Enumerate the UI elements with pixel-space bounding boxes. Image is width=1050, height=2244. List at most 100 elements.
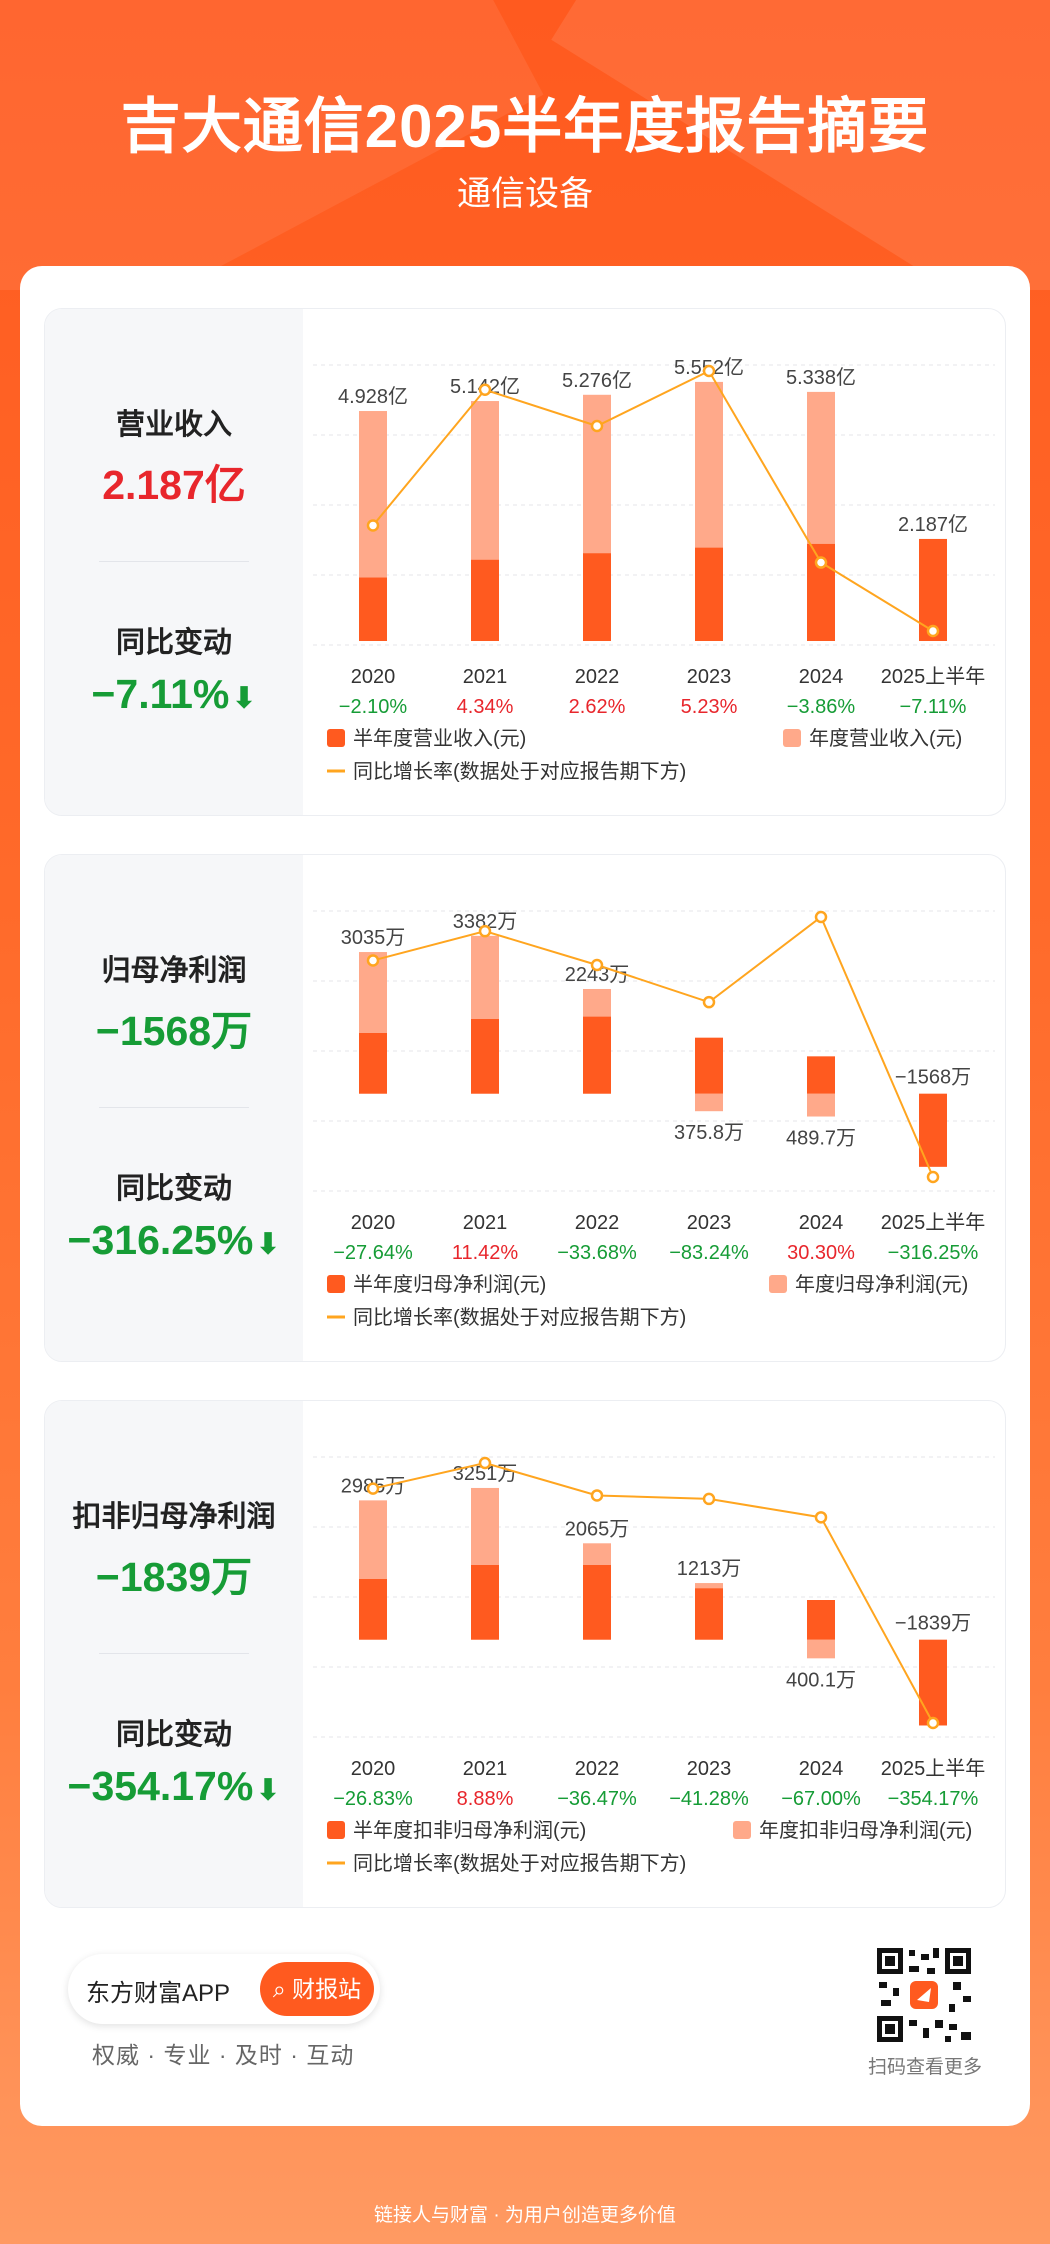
legend-line-label: 同比增长率(数据处于对应报告期下方)	[353, 760, 686, 783]
growth-point	[702, 1492, 716, 1506]
growth-label: −83.24%	[669, 1242, 749, 1264]
half-year-bar	[359, 577, 387, 641]
growth-point	[814, 910, 828, 924]
legend-annual-label: 年度归母净利润(元)	[795, 1273, 968, 1296]
report-station-label: 财报站	[292, 1976, 362, 2002]
growth-label: −36.47%	[557, 1788, 637, 1810]
chart-svg: 2985万3251万2065万1213万400.1万−1839万20202021…	[313, 1456, 995, 1875]
change-value: −7.11%	[91, 671, 230, 717]
data-label: 4.928亿	[338, 385, 408, 408]
x-tick-label: 2020	[351, 666, 396, 688]
change-label: 同比变动	[115, 627, 232, 659]
x-tick-label: 2025上半年	[881, 1211, 986, 1234]
half-year-bar	[807, 1056, 835, 1094]
half-year-bar	[583, 553, 611, 641]
growth-point	[366, 954, 380, 967]
data-label: −1839万	[895, 1613, 971, 1635]
revenue-chart: 4.928亿5.142亿5.276亿5.552亿5.338亿2.187亿2020…	[303, 309, 1005, 815]
growth-label: 8.88%	[457, 1788, 514, 1810]
x-tick-label: 2021	[463, 1212, 508, 1234]
data-label: 489.7万	[786, 1128, 856, 1150]
report-card: 营业收入 2.187亿 同比变动 −7.11%⬇ 4.928亿5.142亿5.2…	[20, 266, 1030, 2126]
annual-bar	[807, 1093, 835, 1117]
growth-point	[702, 995, 716, 1009]
net-profit-chart: 3035万 3382万 2243万 375.8万 489.7万 −1568万 2020 202…	[303, 855, 1005, 1361]
legend-half-label: 半年度扣非归母净利润(元)	[353, 1819, 586, 1842]
x-tick-label: 2025上半年	[881, 665, 986, 688]
half-year-bar	[695, 1037, 723, 1094]
divider	[99, 1653, 249, 1654]
legend-line-label: 同比增长率(数据处于对应报告期下方)	[353, 1852, 686, 1875]
legend-swatch-annual	[733, 1821, 751, 1839]
growth-point	[590, 419, 604, 433]
growth-point	[926, 1716, 940, 1730]
growth-line	[372, 369, 934, 632]
metric-panel: 扣非归母净利润 −1839万 同比变动 −354.17%⬇	[45, 1401, 303, 1907]
legend-swatch-annual	[769, 1275, 787, 1293]
x-tick-label: 2022	[575, 1212, 620, 1234]
growth-label: 4.34%	[457, 696, 514, 718]
deducted-net-profit-section: 扣非归母净利润 −1839万 同比变动 −354.17%⬇ 2985万3251万…	[44, 1400, 1006, 1908]
growth-label: −41.28%	[669, 1788, 749, 1810]
legend-swatch-half	[327, 1275, 345, 1293]
revenue-section: 营业收入 2.187亿 同比变动 −7.11%⬇ 4.928亿5.142亿5.2…	[44, 308, 1006, 816]
x-tick-label: 2020	[351, 1758, 396, 1780]
change-value-row: −316.25%⬇	[45, 1217, 303, 1264]
arrow-down-icon: ⬇	[231, 682, 257, 715]
half-year-bar	[471, 1565, 499, 1640]
data-label: 3382万	[453, 911, 518, 933]
slogan: 权威 · 专业 · 及时 · 互动	[92, 2042, 355, 2068]
change-value-row: −354.17%⬇	[45, 1763, 303, 1810]
metric-label: 扣非归母净利润	[72, 1501, 276, 1533]
growth-point	[478, 924, 492, 938]
search-icon: ⌕	[272, 1976, 286, 2002]
annual-bar	[807, 1639, 835, 1659]
growth-label: −3.86%	[787, 696, 856, 718]
growth-point	[590, 958, 604, 972]
growth-point	[590, 1489, 604, 1502]
growth-line	[372, 1461, 934, 1724]
x-tick-label: 2023	[687, 666, 732, 688]
data-label: 3035万	[341, 927, 406, 949]
growth-point	[478, 383, 492, 397]
x-tick-label: 2023	[687, 1758, 732, 1780]
growth-point	[702, 364, 716, 378]
data-label: 5.276亿	[562, 369, 632, 392]
growth-point	[926, 624, 940, 638]
growth-label: −7.11%	[900, 696, 967, 718]
report-station-button[interactable]: ⌕ 财报站	[260, 1962, 374, 2016]
growth-label: 5.23%	[681, 696, 738, 718]
annual-bar	[695, 1093, 723, 1112]
bottom-tagline: 链接人与财富 · 为用户创造更多价值	[374, 2205, 676, 2226]
growth-label: 11.42%	[452, 1242, 519, 1264]
growth-line	[372, 915, 934, 1178]
half-year-bar	[359, 1033, 387, 1094]
legend-line-label: 同比增长率(数据处于对应报告期下方)	[353, 1306, 686, 1329]
qr-caption: 扫码查看更多	[867, 2057, 982, 2078]
growth-label: −354.17%	[888, 1788, 979, 1810]
data-label: 2.187亿	[898, 513, 968, 536]
metric-panel: 营业收入 2.187亿 同比变动 −7.11%⬇	[45, 309, 303, 815]
legend-half-label: 半年度归母净利润(元)	[353, 1273, 546, 1296]
growth-label: −26.83%	[333, 1788, 413, 1810]
growth-point	[926, 1170, 940, 1184]
data-label: −1568万	[895, 1067, 971, 1089]
legend-swatch-half	[327, 729, 345, 747]
change-label: 同比变动	[115, 1719, 232, 1751]
arrow-down-icon: ⬇	[255, 1774, 281, 1807]
divider	[99, 1107, 249, 1108]
growth-point	[366, 1482, 380, 1495]
growth-label: −2.10%	[339, 696, 408, 718]
chart-svg: 4.928亿5.142亿5.276亿5.552亿5.338亿2.187亿2020…	[313, 356, 995, 783]
half-year-bar	[695, 547, 723, 641]
app-promo[interactable]: 东方财富APP ⌕ 财报站	[68, 1954, 380, 2024]
growth-point	[478, 1456, 492, 1470]
half-year-bar	[919, 1639, 947, 1726]
x-tick-label: 2024	[799, 1758, 844, 1780]
metric-value: 2.187亿	[102, 462, 246, 508]
qr-code-icon[interactable]	[873, 1944, 975, 2046]
half-year-bar	[919, 538, 947, 641]
x-tick-label: 2023	[687, 1212, 732, 1234]
metric-value: −1839万	[95, 1554, 253, 1600]
